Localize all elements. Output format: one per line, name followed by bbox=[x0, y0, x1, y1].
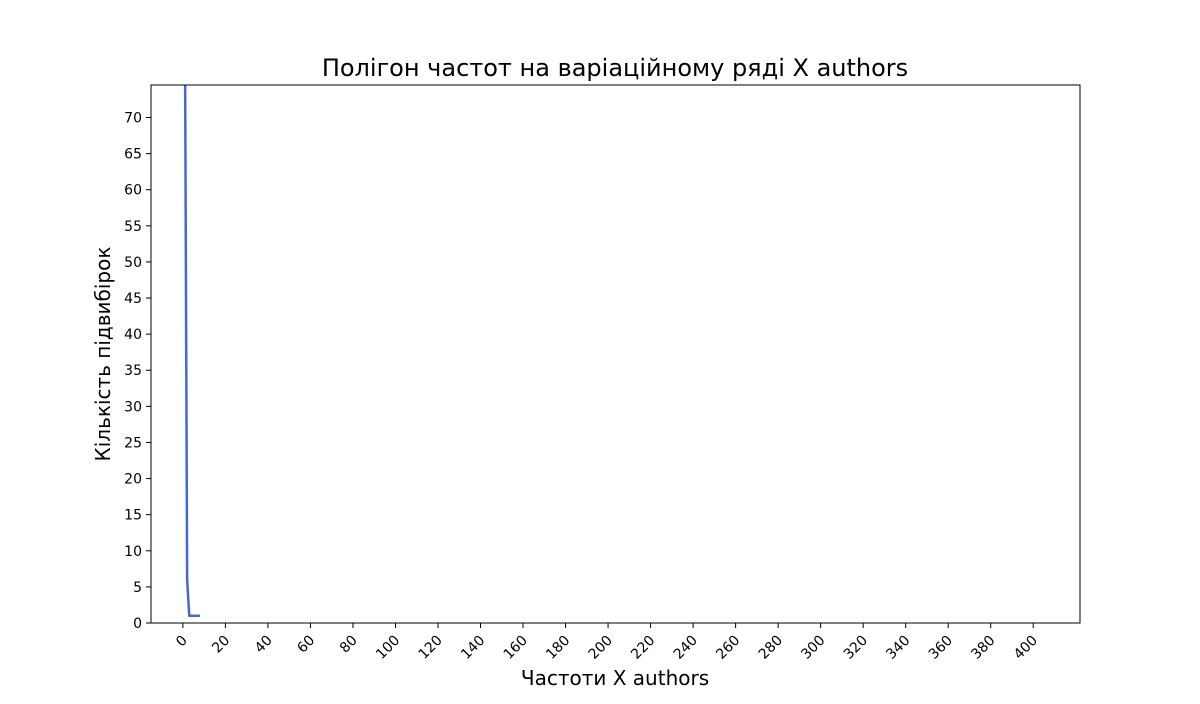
x-tick-label: 200 bbox=[586, 633, 616, 663]
x-tick-label: 280 bbox=[756, 633, 786, 663]
x-tick-label: 400 bbox=[1011, 633, 1041, 663]
series-layer bbox=[183, 85, 200, 618]
x-tick-label: 60 bbox=[294, 633, 318, 657]
x-tick-label: 0 bbox=[173, 633, 191, 651]
y-tick-label: 20 bbox=[124, 472, 142, 488]
plot-frame bbox=[150, 84, 1081, 624]
x-tick-label: 40 bbox=[252, 633, 276, 657]
x-tick-label: 140 bbox=[458, 633, 488, 663]
series-line-0 bbox=[183, 85, 200, 618]
y-tick-label: 30 bbox=[124, 399, 142, 415]
x-tick-label: 120 bbox=[416, 633, 446, 663]
y-tick-label: 60 bbox=[124, 183, 142, 199]
y-tick-label: 35 bbox=[124, 363, 142, 379]
y-axis-label: Кількість підвибірок bbox=[91, 247, 115, 462]
y-tick-label: 25 bbox=[124, 435, 142, 451]
x-tick-label: 240 bbox=[671, 633, 701, 663]
y-tick-label: 0 bbox=[133, 616, 142, 632]
y-tick-label: 55 bbox=[124, 219, 142, 235]
y-tick-label: 65 bbox=[124, 147, 142, 163]
y-tick-label: 40 bbox=[124, 327, 142, 343]
x-tick-label: 300 bbox=[798, 633, 828, 663]
y-tick-label: 45 bbox=[124, 291, 142, 307]
y-tick-label: 70 bbox=[124, 110, 142, 126]
x-tick-label: 320 bbox=[841, 633, 871, 663]
y-tick-label: 15 bbox=[124, 508, 142, 524]
x-tick-label: 260 bbox=[713, 633, 743, 663]
y-tick-label: 50 bbox=[124, 255, 142, 271]
x-tick-label: 180 bbox=[543, 633, 573, 663]
x-axis: 0 20 40 60 80 100 120 140 160 180 200 220 240 260 280 3… bbox=[173, 623, 1041, 663]
y-axis: 0 5 10 15 20 25 30 35 40 45 50 55 60 65 70 bbox=[124, 110, 151, 632]
chart-title: Полігон частот на варіаційному ряді X au… bbox=[322, 54, 908, 82]
x-tick-label: 380 bbox=[968, 633, 998, 663]
x-tick-label: 160 bbox=[501, 633, 531, 663]
x-tick-label: 360 bbox=[926, 633, 956, 663]
x-tick-label: 20 bbox=[209, 633, 233, 657]
x-tick-label: 340 bbox=[883, 633, 913, 663]
y-tick-label: 5 bbox=[133, 580, 142, 596]
x-tick-label: 80 bbox=[337, 633, 361, 657]
x-tick-label: 100 bbox=[373, 633, 403, 663]
x-tick-label: 220 bbox=[628, 633, 658, 663]
x-axis-label: Частоти X authors bbox=[521, 666, 709, 690]
y-tick-label: 10 bbox=[124, 544, 142, 560]
